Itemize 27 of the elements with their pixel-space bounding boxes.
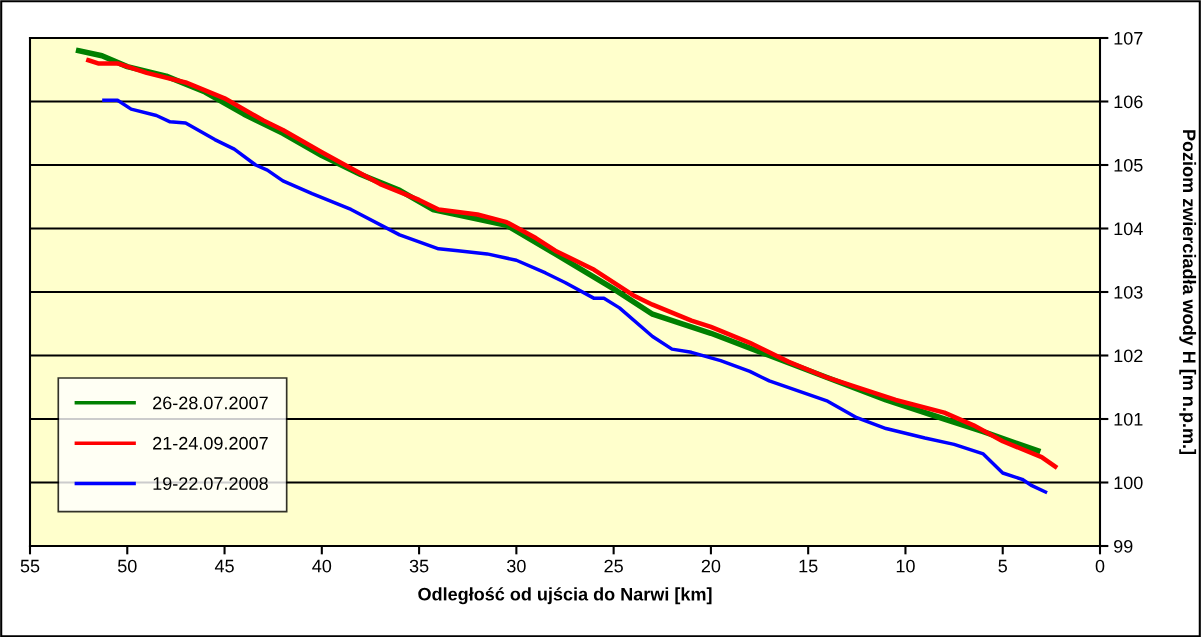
legend-label: 19-22.07.2008 xyxy=(153,477,268,490)
x-tick-label: 55 xyxy=(20,559,40,573)
y-axis-title: Poziom zwierciadła wody H [m n.p.m.] xyxy=(1179,130,1197,455)
x-tick-label: 35 xyxy=(409,559,429,573)
y-tick-label: 101 xyxy=(1114,412,1143,426)
y-tick-label: 100 xyxy=(1114,476,1143,490)
x-tick-label: 30 xyxy=(507,559,526,573)
x-tick-label: 0 xyxy=(1095,559,1105,573)
y-tick-label: 105 xyxy=(1114,158,1143,172)
legend-label: 26-28.07.2007 xyxy=(153,396,268,410)
y-tick-label: 103 xyxy=(1114,285,1143,299)
x-tick-label: 40 xyxy=(312,559,332,573)
y-tick-label: 104 xyxy=(1114,222,1143,236)
y-tick-label: 107 xyxy=(1114,31,1143,45)
x-axis-title: Odległość od ujścia do Narwi [km] xyxy=(418,587,712,605)
x-tick-label: 10 xyxy=(896,559,915,573)
x-tick-label: 45 xyxy=(214,559,234,573)
y-tick-label: 106 xyxy=(1114,95,1143,109)
line-series xyxy=(102,98,1048,494)
x-tick-label: 20 xyxy=(701,559,721,573)
legend-label: 21-24.09.2007 xyxy=(153,436,268,450)
x-tick-label: 25 xyxy=(604,559,623,573)
x-tick-label: 5 xyxy=(998,559,1007,573)
y-tick-label: 99 xyxy=(1114,539,1133,553)
x-tick-label: 15 xyxy=(799,559,818,573)
y-tick-label: 102 xyxy=(1114,349,1143,363)
x-tick-label: 50 xyxy=(117,559,137,573)
